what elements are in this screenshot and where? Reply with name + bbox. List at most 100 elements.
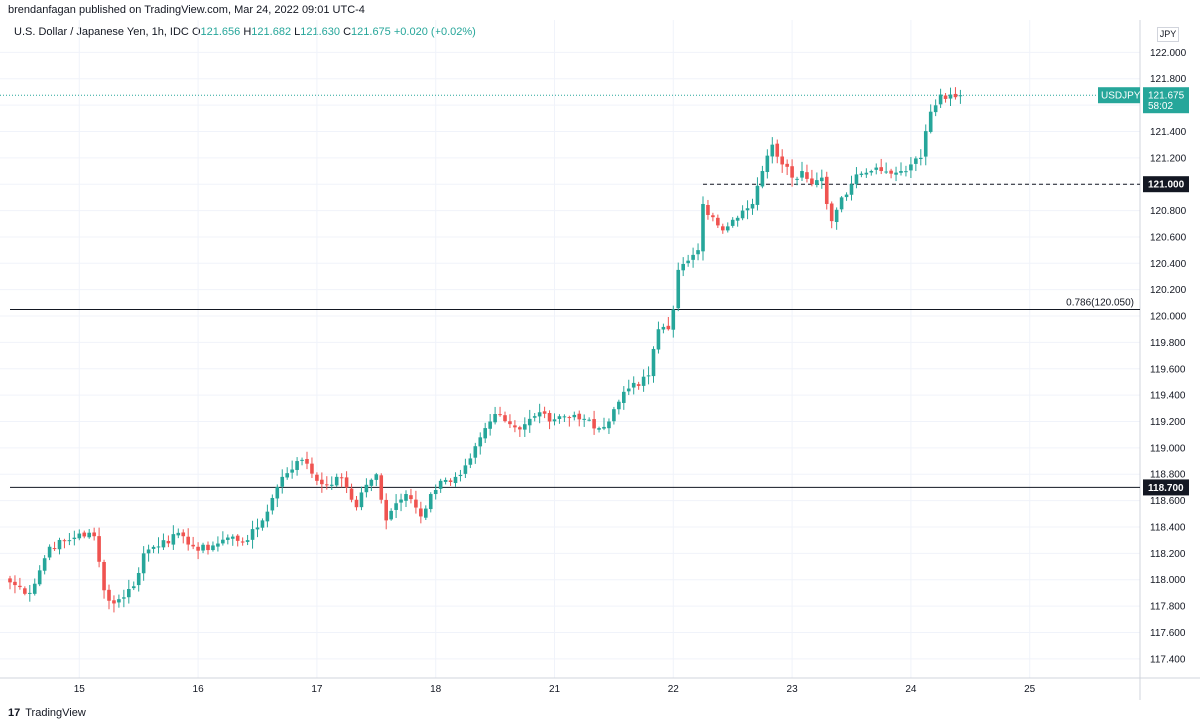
y-tick-label: 120.800 [1150, 206, 1187, 217]
candle-body [884, 171, 888, 173]
x-tick-label: 25 [1024, 684, 1036, 695]
y-tick-label: 120.200 [1150, 285, 1187, 296]
candle-body [176, 532, 181, 536]
candle-body [438, 480, 443, 489]
candle-body [82, 532, 87, 537]
open-value: 121.656 [200, 26, 241, 38]
publisher-credit: brendanfagan published on TradingView.co… [8, 4, 365, 16]
candle-body [597, 428, 601, 430]
x-tick-label: 21 [549, 684, 561, 695]
candle-body [518, 427, 522, 430]
candle-body [894, 172, 898, 175]
y-tick-label: 118.600 [1150, 496, 1186, 507]
candle-body [854, 174, 859, 185]
candle-body [77, 533, 82, 539]
candle-body [13, 581, 17, 586]
candle-body [28, 592, 32, 594]
candle-body [780, 156, 784, 165]
candle-body [102, 561, 106, 591]
y-tick-label: 119.600 [1150, 364, 1186, 375]
candle-body [374, 474, 379, 480]
y-tick-label: 117.800 [1150, 602, 1186, 613]
close-label: C [343, 26, 352, 38]
candle-body [716, 217, 720, 226]
candle-body [691, 254, 695, 260]
candle-body [260, 520, 265, 528]
candle-body [938, 94, 943, 105]
candle-body [928, 111, 933, 132]
tradingview-footer: 17 TradingView [8, 707, 86, 719]
high-value: 121.682 [251, 26, 292, 38]
grid-layer [0, 20, 1140, 678]
open-label: O [191, 26, 201, 38]
candle-body [92, 532, 96, 537]
candle-body [834, 209, 839, 223]
currency-badge[interactable]: JPY [1157, 27, 1179, 42]
candle-body [424, 508, 428, 518]
candle-body [775, 143, 780, 157]
candle-body [790, 166, 794, 178]
candle-body [483, 428, 487, 439]
y-tick-label: 118.200 [1150, 549, 1186, 560]
symbol-name[interactable]: U.S. Dollar / Japanese Yen, 1h, IDC [14, 26, 189, 38]
candle-body [290, 469, 294, 473]
candle-body [250, 529, 255, 540]
candle-body [721, 226, 725, 231]
candle-body [740, 210, 745, 219]
candle-body [245, 540, 250, 542]
candle-body [602, 426, 606, 429]
candle-body [542, 411, 547, 414]
candle-body [275, 486, 280, 499]
hline-118700-tag [1143, 479, 1189, 496]
candle-body [295, 461, 299, 470]
candle-body [32, 583, 37, 594]
x-tick-label: 15 [74, 684, 86, 695]
candle-body [216, 543, 220, 547]
time-axis: 15 16 17 18 21 22 23 24 25 [74, 684, 1036, 695]
candle-body [879, 167, 883, 172]
candle-body [433, 489, 438, 495]
candle-body [354, 499, 359, 508]
candle-body [161, 540, 166, 548]
candle-body [523, 424, 527, 430]
y-tick-label: 120.400 [1150, 259, 1187, 270]
candle-body [622, 391, 626, 403]
candle-body [57, 539, 62, 550]
candle-body [770, 144, 775, 157]
candle-body [562, 416, 567, 418]
candle-body [567, 417, 572, 419]
candle-body [453, 476, 458, 484]
candle-body [919, 157, 923, 160]
y-tick-label: 118.800 [1150, 470, 1186, 481]
low-label: L [294, 26, 301, 38]
candle-body [636, 384, 641, 386]
candle-body [824, 176, 829, 204]
candle-body [765, 155, 770, 173]
candle-body [933, 105, 938, 113]
candle-body [221, 539, 225, 544]
y-tick-label: 117.600 [1150, 628, 1186, 639]
candle-body [329, 484, 334, 486]
candle-body [151, 546, 156, 549]
candle-body [557, 416, 562, 419]
candle-body [379, 475, 384, 500]
y-tick-label: 120.600 [1150, 232, 1187, 243]
y-tick-label: 119.800 [1150, 338, 1186, 349]
candle-body [681, 263, 685, 271]
candle-body [820, 177, 824, 182]
candle-body [141, 553, 146, 574]
candle-body [696, 250, 700, 255]
candle-body [117, 599, 121, 603]
candle-body [839, 197, 844, 210]
candle-body [844, 194, 849, 198]
candle-body [666, 325, 671, 330]
candle-body [552, 419, 557, 422]
candle-body [166, 540, 171, 544]
candle-body [146, 549, 151, 554]
candle-body [72, 537, 77, 540]
candle-body [503, 415, 507, 422]
candle-body [810, 178, 814, 185]
symbol-legend: U.S. Dollar / Japanese Yen, 1h, IDC O121… [14, 26, 476, 38]
candle-body [325, 484, 329, 486]
